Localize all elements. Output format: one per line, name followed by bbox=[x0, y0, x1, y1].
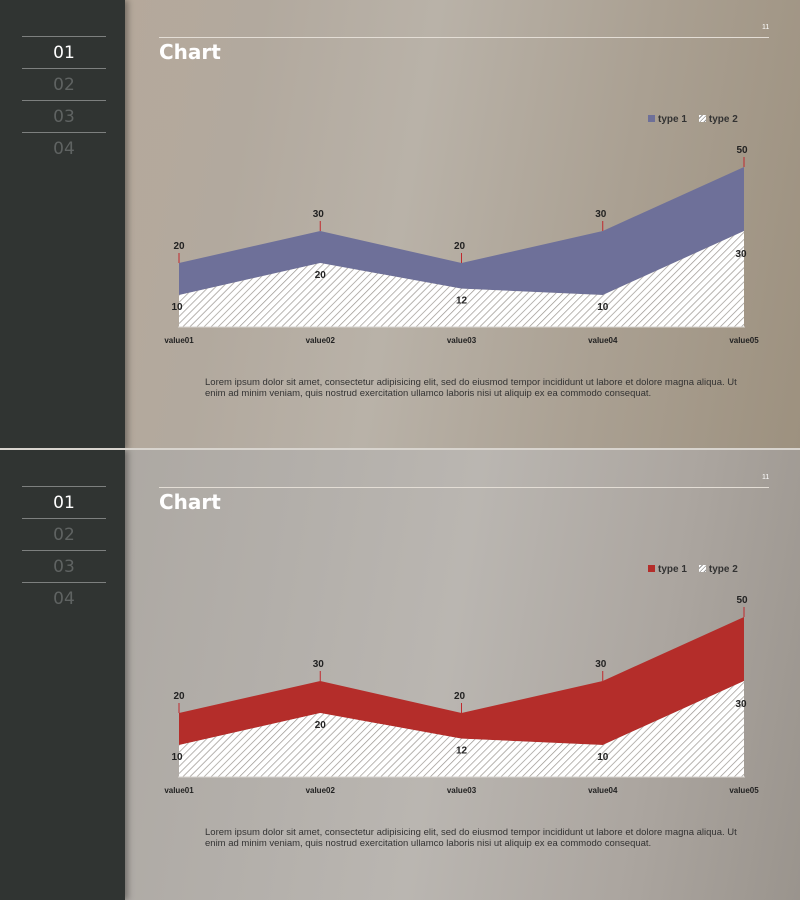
chart-legend: type 1 type 2 bbox=[648, 564, 738, 575]
legend-label-type-1: type 1 bbox=[658, 564, 687, 575]
data-label-type-2: 12 bbox=[456, 746, 468, 757]
slide-divider bbox=[0, 448, 800, 450]
sidebar: 01 02 03 04 bbox=[0, 0, 125, 450]
legend-item-type-2: type 2 bbox=[698, 564, 738, 575]
slide-title: Chart bbox=[159, 40, 221, 64]
x-tick-label: value04 bbox=[588, 336, 618, 345]
data-label-type-1: 50 bbox=[736, 145, 748, 156]
slide-nav: 01 02 03 04 bbox=[22, 36, 106, 164]
slide-2: 01 02 03 04 11 Chart value01 value02 value… bbox=[0, 450, 800, 900]
legend-item-type-2: type 2 bbox=[698, 114, 738, 125]
data-label-type-2: 10 bbox=[597, 302, 609, 313]
data-label-type-1: 20 bbox=[454, 241, 466, 252]
data-label-type-1: 20 bbox=[173, 691, 185, 702]
x-tick-label: value04 bbox=[588, 786, 618, 795]
sidebar: 01 02 03 04 bbox=[0, 450, 125, 900]
description-text: Lorem ipsum dolor sit amet, consectetur … bbox=[205, 827, 737, 849]
data-label-type-1: 30 bbox=[313, 209, 325, 220]
data-label-type-1: 30 bbox=[313, 659, 325, 670]
nav-item-01[interactable]: 01 bbox=[22, 486, 106, 518]
nav-item-02[interactable]: 02 bbox=[22, 68, 106, 100]
legend-item-type-1: type 1 bbox=[648, 114, 687, 125]
slide-nav: 01 02 03 04 bbox=[22, 486, 106, 614]
data-label-type-2: 30 bbox=[735, 699, 747, 710]
area-chart: value01 value02 value03 value04 value05 20 30 2… bbox=[164, 595, 759, 795]
nav-item-03[interactable]: 03 bbox=[22, 550, 106, 582]
legend-label-type-2: type 2 bbox=[708, 114, 738, 125]
x-tick-label: value05 bbox=[729, 786, 759, 795]
slide-title: Chart bbox=[159, 490, 221, 514]
data-label-type-1: 30 bbox=[595, 209, 607, 220]
data-label-type-1: 20 bbox=[173, 241, 185, 252]
legend-swatch-type-1 bbox=[648, 115, 655, 122]
x-tick-label: value02 bbox=[306, 786, 336, 795]
data-label-type-2: 12 bbox=[456, 296, 468, 307]
legend-swatch-type-2 bbox=[698, 565, 706, 572]
legend-label-type-1: type 1 bbox=[658, 114, 687, 125]
series-type-2-area bbox=[179, 231, 744, 327]
data-label-type-2: 30 bbox=[735, 249, 747, 260]
area-chart: value01 value02 value03 value04 value05 20 30 2… bbox=[164, 145, 759, 345]
series-type-2-area bbox=[179, 681, 744, 777]
chart-legend: type 1 type 2 bbox=[648, 114, 738, 125]
slide-1: 01 02 03 04 11 Chart value01 value02 value… bbox=[0, 0, 800, 450]
nav-item-03[interactable]: 03 bbox=[22, 100, 106, 132]
legend-swatch-type-1 bbox=[648, 565, 655, 572]
legend-label-type-2: type 2 bbox=[708, 564, 738, 575]
x-tick-label: value02 bbox=[306, 336, 336, 345]
data-label-type-2: 10 bbox=[171, 752, 183, 763]
nav-item-04[interactable]: 04 bbox=[22, 132, 106, 164]
data-label-type-2: 20 bbox=[315, 270, 327, 281]
x-tick-label: value03 bbox=[447, 336, 477, 345]
data-label-type-1: 20 bbox=[454, 691, 466, 702]
description-text: Lorem ipsum dolor sit amet, consectetur … bbox=[205, 377, 737, 399]
legend-item-type-1: type 1 bbox=[648, 564, 687, 575]
x-tick-label: value01 bbox=[164, 786, 194, 795]
page-number: 11 bbox=[762, 474, 770, 481]
top-rule bbox=[159, 37, 769, 38]
data-label-type-2: 20 bbox=[315, 720, 327, 731]
nav-item-04[interactable]: 04 bbox=[22, 582, 106, 614]
x-tick-label: value01 bbox=[164, 336, 194, 345]
data-label-type-2: 10 bbox=[597, 752, 609, 763]
data-label-type-1: 30 bbox=[595, 659, 607, 670]
data-label-type-2: 10 bbox=[171, 302, 183, 313]
x-tick-label: value05 bbox=[729, 336, 759, 345]
x-tick-label: value03 bbox=[447, 786, 477, 795]
nav-item-02[interactable]: 02 bbox=[22, 518, 106, 550]
page-number: 11 bbox=[762, 24, 770, 31]
legend-swatch-type-2 bbox=[698, 115, 706, 122]
data-label-type-1: 50 bbox=[736, 595, 748, 606]
top-rule bbox=[159, 487, 769, 488]
nav-item-01[interactable]: 01 bbox=[22, 36, 106, 68]
